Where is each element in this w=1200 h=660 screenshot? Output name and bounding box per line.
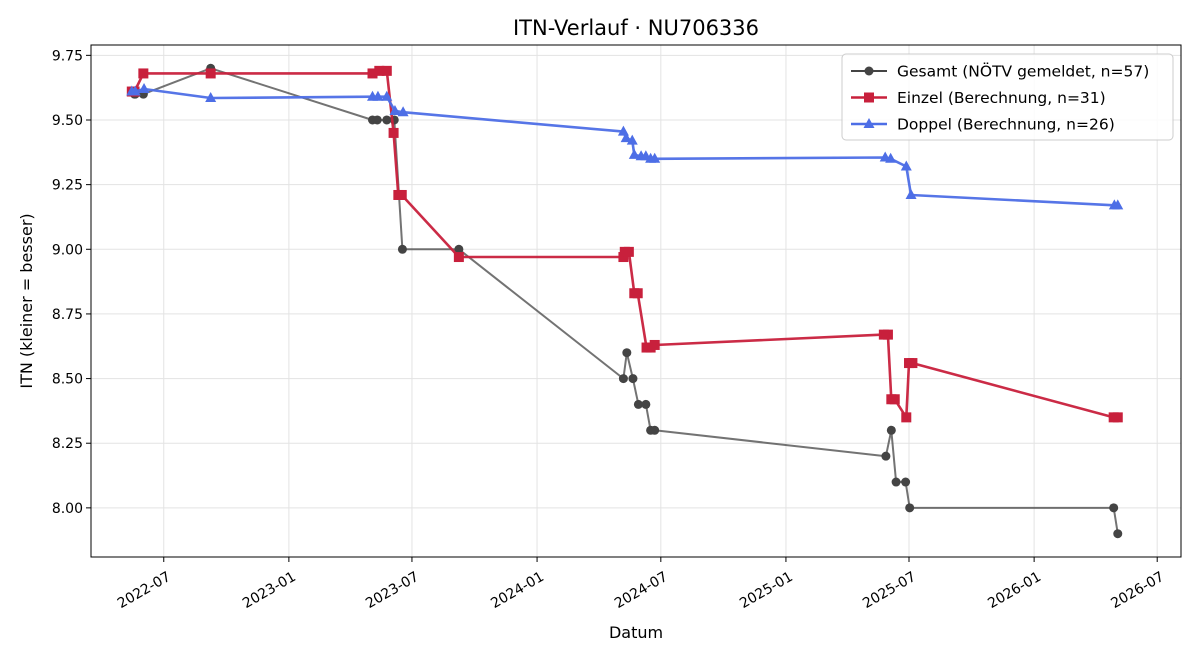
y-tick-label: 9.50 — [52, 113, 83, 129]
data-point — [881, 451, 891, 461]
data-point — [374, 65, 385, 76]
data-point — [389, 104, 401, 115]
legend-label: Einzel (Berechnung, n=31) — [897, 89, 1106, 107]
data-point — [891, 477, 901, 487]
y-tick-label: 9.75 — [52, 48, 83, 64]
legend-entry: Doppel (Berechnung, n=26) — [851, 116, 1115, 134]
data-point — [901, 412, 912, 423]
data-point — [901, 477, 911, 487]
data-point — [618, 252, 629, 263]
legend-box — [841, 53, 1174, 141]
data-point — [397, 106, 409, 117]
data-point — [618, 374, 628, 384]
chart-title: ITN-Verlauf · NU706336 — [513, 16, 759, 40]
data-point — [649, 152, 661, 163]
data-point — [1112, 199, 1124, 210]
data-point — [882, 329, 893, 340]
data-point — [396, 189, 407, 200]
y-tick-label: 8.50 — [52, 372, 83, 388]
data-point — [623, 246, 634, 257]
y-tick-label: 9.25 — [52, 178, 83, 194]
data-point — [205, 92, 217, 103]
data-point — [905, 188, 917, 199]
data-point — [626, 134, 638, 145]
data-point — [633, 399, 643, 409]
data-point — [889, 394, 900, 405]
legend-marker — [863, 118, 875, 128]
data-point — [907, 358, 918, 369]
data-point — [1113, 529, 1123, 539]
data-point — [205, 68, 216, 79]
y-tick-label: 8.25 — [52, 436, 83, 452]
data-point — [397, 244, 407, 254]
data-point — [454, 244, 464, 254]
data-point — [620, 132, 632, 143]
data-point — [900, 160, 912, 171]
data-point — [129, 85, 141, 96]
data-point — [886, 425, 896, 435]
data-point — [641, 399, 651, 409]
data-point — [382, 115, 392, 125]
legend-entry: Gesamt (NÖTV gemeldet, n=57) — [851, 62, 1149, 81]
data-point — [372, 90, 384, 101]
data-point — [1109, 503, 1119, 513]
data-point — [628, 148, 640, 159]
data-point — [453, 252, 464, 263]
legend-label: Doppel (Berechnung, n=26) — [897, 116, 1115, 134]
legend-marker — [864, 92, 874, 103]
data-point — [388, 127, 399, 138]
legend: Gesamt (NÖTV gemeldet, n=57) Einzel (Bere… — [841, 53, 1174, 141]
data-point — [885, 152, 897, 163]
data-point — [367, 68, 378, 79]
data-point — [632, 288, 643, 299]
x-axis-label: Datum — [609, 623, 663, 642]
y-axis-label: ITN (kleiner = besser) — [17, 213, 36, 388]
y-tick-label: 8.00 — [52, 501, 83, 517]
data-point — [372, 115, 382, 125]
data-point — [628, 374, 638, 384]
data-point — [622, 348, 632, 358]
series-triangle — [126, 82, 1124, 210]
data-point — [138, 82, 150, 93]
y-tick-label: 8.75 — [52, 307, 83, 323]
y-tick-label: 9.00 — [52, 242, 83, 258]
series-lines — [126, 63, 1124, 539]
legend-entry: Einzel (Berechnung, n=31) — [851, 89, 1106, 107]
series-square — [126, 65, 1123, 423]
data-point — [905, 503, 915, 513]
data-point — [649, 339, 660, 350]
legend-marker — [864, 66, 874, 76]
plot-frame — [90, 44, 1182, 558]
data-point — [1112, 412, 1123, 423]
legend-label: Gesamt (NÖTV gemeldet, n=57) — [897, 62, 1149, 81]
data-point — [650, 425, 660, 435]
data-point — [381, 90, 393, 101]
data-point — [381, 65, 392, 76]
data-point — [138, 68, 149, 79]
